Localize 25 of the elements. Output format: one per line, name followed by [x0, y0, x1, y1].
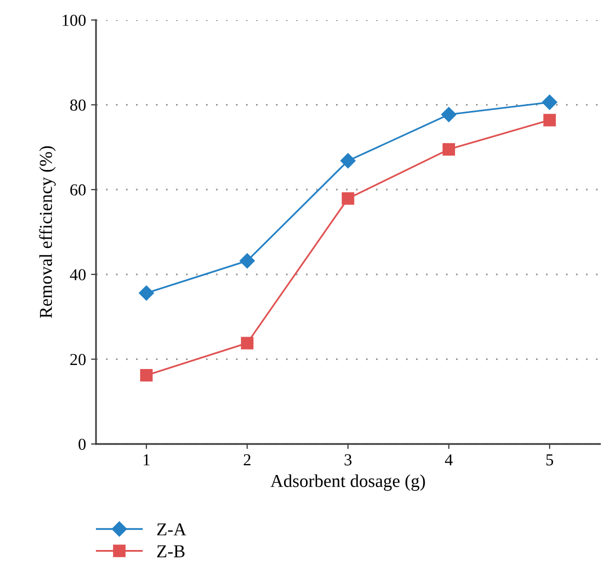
x-tick-label: 4	[444, 454, 453, 466]
x-axis-title: Adsorbent dosage (g)	[270, 474, 425, 491]
point	[442, 143, 456, 156]
point	[140, 369, 153, 382]
point	[342, 192, 354, 205]
y-tick-label: 80	[70, 100, 86, 111]
legend-label: Z-B	[157, 545, 185, 558]
y-tick-label: 20	[70, 354, 86, 366]
point	[240, 253, 255, 268]
point	[441, 106, 456, 122]
point	[240, 336, 254, 350]
x-tick-label: 3	[344, 454, 352, 466]
y-axis-title: Removal efficiency (%)	[39, 146, 56, 318]
x-tick-label: 2	[244, 454, 250, 466]
y-tick-label: 100	[62, 14, 86, 26]
legend-label: Z-A	[157, 523, 186, 536]
point	[542, 94, 558, 110]
y-tick-label: 40	[70, 269, 86, 280]
point	[543, 114, 556, 126]
point	[138, 285, 154, 301]
y-tick-label: 0	[78, 438, 86, 450]
point	[340, 153, 356, 168]
y-tick-label: 60	[70, 184, 86, 196]
x-tick-label: 5	[546, 454, 554, 466]
x-tick-label: 1	[144, 454, 150, 466]
